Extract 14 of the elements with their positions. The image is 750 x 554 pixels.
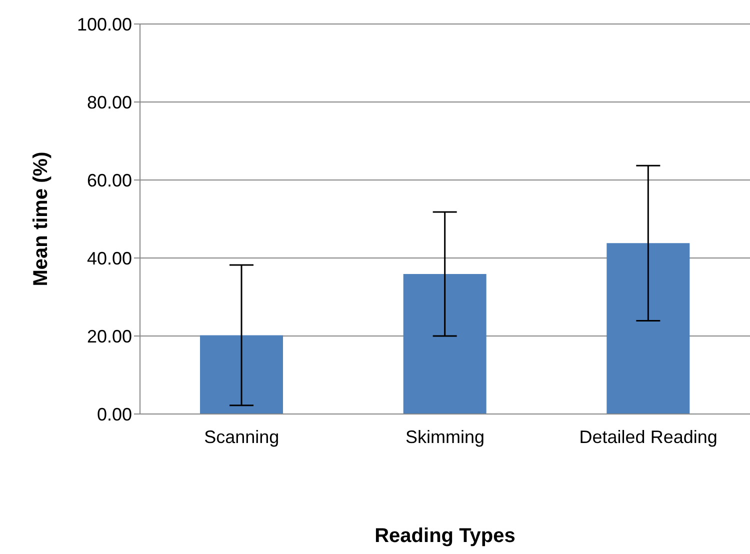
- y-tick-label: 20.00: [86, 326, 132, 346]
- y-tick-label: 60.00: [86, 170, 132, 190]
- bar: [606, 243, 690, 414]
- y-tick-label: 0.00: [96, 404, 132, 424]
- y-axis-title: Mean time (%): [30, 152, 52, 286]
- bar: [403, 274, 486, 414]
- x-tick-label: Detailed Reading: [579, 426, 718, 447]
- y-tick-label: 80.00: [86, 92, 132, 112]
- x-tick-label: Scanning: [204, 426, 280, 447]
- y-tick-label: 100.00: [76, 14, 132, 34]
- x-axis-title: Reading Types: [374, 525, 516, 547]
- y-tick-label: 40.00: [86, 248, 132, 268]
- bar: [200, 335, 283, 414]
- x-tick-label: Skimming: [405, 426, 485, 447]
